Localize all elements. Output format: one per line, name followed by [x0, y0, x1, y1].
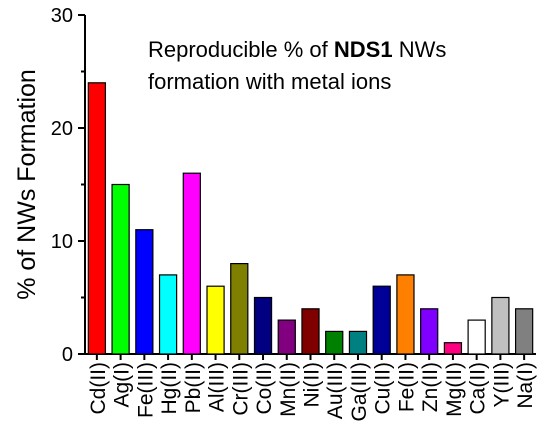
bar-co-ii	[253, 296, 273, 355]
bar-cd-ii	[87, 82, 107, 355]
x-tick-label: Co(II)	[253, 362, 276, 415]
bar-al-iii	[206, 285, 225, 355]
bar-ni-ii	[301, 308, 320, 355]
bar-hg-ii	[158, 274, 178, 355]
y-tick-label: 10	[51, 231, 73, 253]
x-tick-label: Al(III)	[206, 362, 229, 412]
x-tick-label: Cu(II)	[372, 362, 395, 415]
x-tick-label: Fe(II)	[395, 362, 418, 412]
bar-ca-ii	[467, 319, 486, 355]
x-tick-label: Hg(II)	[158, 362, 181, 415]
bar-pb-ii	[182, 172, 201, 355]
x-tick-label: Ca(II)	[467, 362, 490, 415]
y-axis-title: % of NWs Formation	[13, 69, 41, 300]
x-tick-label: Cr(III)	[229, 362, 252, 416]
x-tick-label: Au(III)	[324, 362, 347, 419]
bar-mn-ii	[277, 319, 296, 355]
x-tick-label: Mg(II)	[443, 362, 466, 417]
bar-zn-ii	[420, 308, 439, 355]
title-line-2: formation with metal ions	[148, 69, 392, 94]
y-tick-label: 0	[62, 344, 73, 366]
x-tick-label: Na(I)	[514, 362, 537, 409]
x-tick-label: Ag(I)	[111, 362, 134, 408]
x-tick-label: Y(III)	[490, 362, 513, 408]
bar-y-iii	[491, 296, 510, 355]
bar-ga-iii	[348, 330, 368, 355]
bar-au-iii	[325, 330, 344, 355]
bar-na-i	[514, 308, 534, 355]
y-tick-label: 30	[51, 5, 73, 27]
bar-fe-iii	[135, 229, 154, 355]
x-tick-label: Fe(III)	[134, 362, 157, 418]
x-tick-label: Mn(II)	[277, 362, 300, 417]
x-tick-label: Cd(II)	[87, 362, 110, 415]
title-line-1: Reproducible % of NDS1 NWs	[148, 34, 446, 66]
bar-ag-i	[111, 183, 130, 355]
y-tick-label: 20	[51, 118, 73, 140]
x-tick-label: Zn(II)	[419, 362, 442, 412]
bar-mg-ii	[443, 342, 463, 355]
title-part-1: Reproducible % of	[148, 37, 334, 62]
x-tick-label: Ga(III)	[348, 362, 371, 422]
title-part-2: NWs	[392, 37, 447, 62]
bar-cr-iii	[230, 263, 249, 355]
bar-cu-ii	[372, 285, 391, 355]
bar-fe-ii	[396, 274, 415, 355]
x-tick-label: Ni(II)	[301, 362, 324, 408]
title-part-bold: NDS1	[333, 37, 393, 62]
chart-title: Reproducible % of NDS1 NWs formation wit…	[148, 34, 446, 98]
x-tick-label: Pb(II)	[182, 362, 205, 413]
